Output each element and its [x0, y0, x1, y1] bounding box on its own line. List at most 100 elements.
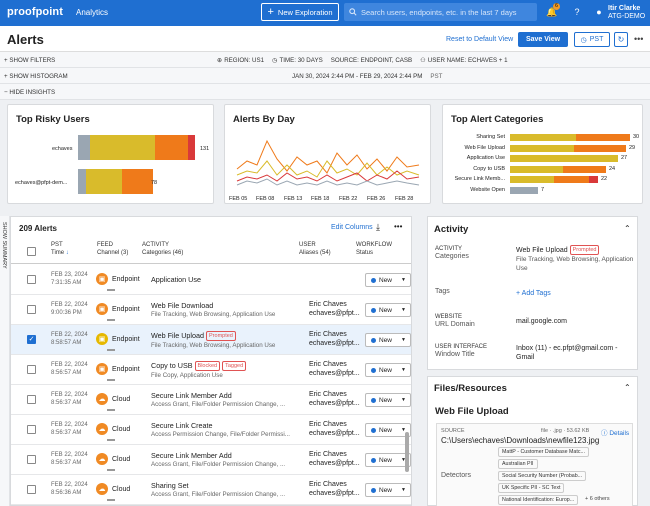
row-checkbox[interactable] — [27, 485, 36, 494]
workflow-status-dropdown[interactable]: New ▼ — [365, 303, 411, 317]
risky-user-bar[interactable] — [78, 135, 198, 160]
hide-insights-toggle[interactable]: − HIDE INSIGHTS — [4, 89, 56, 96]
detector-pill[interactable]: MattP - Customer Database Matc... — [498, 447, 589, 457]
workflow-status-dropdown[interactable]: New ▼ — [365, 483, 411, 497]
workflow-status-dropdown[interactable]: New ▼ — [365, 453, 411, 467]
row-feed: ☁ Cloud — [96, 483, 130, 495]
save-view-button[interactable]: Save View — [518, 32, 568, 47]
alerts-count: 209 Alerts — [19, 224, 57, 233]
workflow-status-dropdown[interactable]: New ▼ — [365, 423, 411, 437]
row-checkbox[interactable] — [27, 395, 36, 404]
more-detectors[interactable]: + 6 others — [585, 496, 610, 502]
detector-pill[interactable]: UK Specific PII - SC Text — [498, 483, 565, 493]
category-bar[interactable] — [510, 165, 606, 173]
category-label: Copy to USB — [473, 165, 505, 172]
alerts-by-day-chart[interactable] — [233, 131, 425, 193]
category-value: 7 — [541, 186, 545, 193]
table-row[interactable]: FEB 22, 2024 8:56:37 AM ☁ Cloud Secure Li… — [11, 415, 411, 445]
col-activity[interactable]: ACTIVITY Categories (46) — [142, 242, 184, 256]
x-tick: FEB 22 — [339, 196, 358, 202]
clock-icon: ◷ — [272, 57, 278, 64]
select-all-checkbox[interactable] — [27, 247, 36, 256]
status-dot — [371, 427, 376, 433]
table-row[interactable]: FEB 22, 2024 8:56:37 AM ☁ Cloud Secure Li… — [11, 385, 411, 415]
x-tick: FEB 18 — [311, 196, 330, 202]
table-row[interactable]: FEB 22, 2024 8:56:36 AM ☁ Cloud Sharing S… — [11, 475, 411, 505]
table-more-icon[interactable]: ••• — [394, 222, 403, 231]
proofpoint-logo[interactable]: proofpoint — [7, 6, 63, 18]
row-checkbox[interactable] — [27, 275, 36, 284]
category-bar[interactable] — [510, 155, 618, 162]
category-bar[interactable] — [510, 186, 538, 194]
date-range: JAN 30, 2024 2:44 PM - FEB 29, 2024 2:44… — [292, 73, 423, 80]
add-tags-link[interactable]: + Add Tags — [516, 290, 551, 297]
details-link[interactable]: ⓘ Details — [601, 430, 630, 437]
workflow-status-dropdown[interactable]: New ▼ — [365, 333, 411, 347]
edit-columns-link[interactable]: Edit Columns — [331, 224, 373, 231]
user-name: Itir Clarke — [608, 5, 641, 12]
row-checkbox[interactable] — [27, 305, 36, 314]
user-filter: ⚇ USER NAME: ECHAVES + 1 — [420, 57, 508, 64]
table-row[interactable]: FEB 22, 2024 9:00:36 PM ▣ Endpoint Web Fi… — [11, 295, 411, 325]
row-checkbox[interactable] — [27, 365, 36, 374]
table-row[interactable]: FEB 23, 2024 7:31:35 AM ▣ Endpoint Applic… — [11, 265, 411, 295]
col-pst[interactable]: PST Time ↓ — [51, 242, 69, 256]
user-avatar-icon[interactable]: ● — [596, 7, 602, 17]
download-icon[interactable]: ⤓ — [376, 222, 380, 232]
row-user: Eric Chaves echaves@pfpt... — [309, 421, 360, 437]
risky-user-value: 78 — [151, 180, 158, 186]
help-icon[interactable]: ? — [574, 7, 580, 17]
search-placeholder: Search users, endpoints, etc. in the las… — [361, 7, 517, 17]
row-datetime: FEB 22, 2024 8:56:37 AM — [51, 452, 88, 466]
category-value: 22 — [601, 176, 608, 182]
row-user: Eric Chaves echaves@pfpt... — [309, 451, 360, 467]
row-checkbox[interactable]: ✓ — [27, 335, 36, 344]
risk-indicator — [107, 379, 115, 381]
risky-user-bar[interactable] — [78, 169, 153, 194]
category-label: Secure Link Memb... — [454, 176, 505, 182]
status-dot — [371, 277, 376, 283]
collapse-icon[interactable]: ⌃ — [624, 383, 631, 392]
row-checkbox[interactable] — [27, 425, 36, 434]
table-scrollbar[interactable] — [405, 432, 409, 472]
new-exploration-button[interactable]: + New Exploration — [261, 3, 339, 21]
col-workflow[interactable]: WORKFLOW Status — [356, 242, 392, 256]
table-row[interactable]: FEB 22, 2024 8:56:57 AM ▣ Endpoint Copy t… — [11, 355, 411, 385]
global-search-input[interactable]: Search users, endpoints, etc. in the las… — [344, 3, 537, 21]
risk-indicator — [107, 289, 115, 291]
notification-icon[interactable]: 🔔 — [546, 6, 558, 17]
category-bar[interactable] — [510, 134, 630, 141]
timezone-button[interactable]: ◷ PST — [574, 32, 610, 47]
collapse-icon[interactable]: ⌃ — [624, 224, 631, 233]
detector-pill[interactable]: Australian PII — [498, 459, 538, 469]
top-alert-categories-card: Top Alert Categories Sharing Set 30 Web F… — [442, 104, 643, 204]
user-menu[interactable]: Itir Clarke ATG-DEMO — [608, 5, 645, 21]
workflow-status-dropdown[interactable]: New ▼ — [365, 273, 411, 287]
table-row[interactable]: ✓ FEB 22, 2024 8:58:57 AM ▣ Endpoint Web … — [11, 325, 411, 355]
category-bar[interactable] — [510, 144, 626, 152]
category-bar[interactable] — [510, 176, 598, 183]
row-user: Eric Chaves echaves@pfpt... — [309, 391, 360, 407]
alerts-by-day-title: Alerts By Day — [233, 114, 295, 125]
workflow-status-dropdown[interactable]: New ▼ — [365, 363, 411, 377]
refresh-button[interactable]: ↻ — [614, 32, 628, 47]
workflow-status-dropdown[interactable]: New ▼ — [365, 393, 411, 407]
show-summary-toggle[interactable]: SHOW SUMMARY — [0, 216, 10, 506]
detector-pill[interactable]: Social Security Number (Probab... — [498, 471, 587, 481]
detector-pill[interactable]: National Identification: Europ... — [498, 495, 579, 505]
row-activity: Secure Link Member Add Access Grant, Fil… — [151, 451, 286, 468]
show-histogram-toggle[interactable]: + SHOW HISTOGRAM — [4, 73, 68, 80]
show-filters-toggle[interactable]: + SHOW FILTERS — [4, 57, 56, 64]
col-feed[interactable]: FEED Channel (3) — [97, 242, 129, 256]
row-checkbox[interactable] — [27, 455, 36, 464]
status-dot — [371, 457, 376, 463]
risk-indicator — [107, 409, 115, 411]
files-panel-title: Files/Resources — [434, 383, 507, 394]
search-icon — [349, 8, 357, 16]
col-user[interactable]: USER Aliases (54) — [299, 242, 331, 256]
reset-default-view-link[interactable]: Reset to Default View — [446, 36, 514, 43]
table-row[interactable]: FEB 22, 2024 8:56:37 AM ☁ Cloud Secure Li… — [11, 445, 411, 475]
row-activity: Sharing Set Access Grant, File/Folder Pe… — [151, 481, 286, 498]
top-bar: proofpoint Analytics + New Exploration S… — [0, 0, 650, 26]
more-options-icon[interactable]: ••• — [634, 34, 644, 44]
